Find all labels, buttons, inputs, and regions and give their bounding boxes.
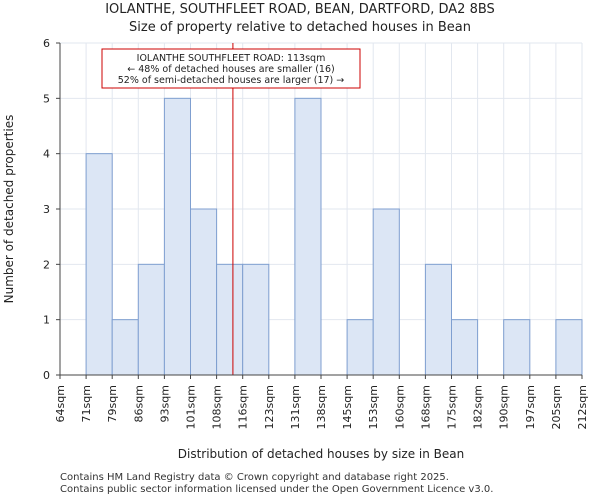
annotation-line-3: 52% of semi-detached houses are larger (… xyxy=(118,75,345,86)
histogram-bar xyxy=(555,319,583,376)
x-tick-label: 168sqm xyxy=(419,385,432,429)
x-tick-label: 79sqm xyxy=(106,385,119,422)
annotation-box: IOLANTHE SOUTHFLEET ROAD: 113sqm ← 48% o… xyxy=(101,48,361,89)
y-tick-label: 0 xyxy=(43,369,50,382)
y-tick-label: 3 xyxy=(43,203,50,216)
x-tick-label: 93sqm xyxy=(158,385,171,422)
histogram-bar xyxy=(294,97,322,376)
histogram-bar xyxy=(451,319,479,376)
annotation-line-1: IOLANTHE SOUTHFLEET ROAD: 113sqm xyxy=(137,53,326,64)
x-tick-label: 64sqm xyxy=(54,385,67,422)
histogram-bar xyxy=(424,263,452,376)
y-axis-label: Number of detached properties xyxy=(2,115,16,304)
y-tick-label: 4 xyxy=(43,148,50,161)
annotation-frame xyxy=(101,48,361,89)
histogram-bar xyxy=(503,319,531,376)
y-tick-label: 5 xyxy=(43,92,50,105)
bar-layer xyxy=(85,97,583,376)
annotation-line-2: ← 48% of detached houses are smaller (16… xyxy=(127,64,334,75)
x-tick-label: 131sqm xyxy=(289,385,302,429)
x-axis-label: Distribution of detached houses by size … xyxy=(178,447,464,461)
x-tick-label: 175sqm xyxy=(446,385,459,429)
footer-copyright: Contains HM Land Registry data © Crown c… xyxy=(60,472,449,483)
x-tick-label: 138sqm xyxy=(315,385,328,429)
chart-title: IOLANTHE, SOUTHFLEET ROAD, BEAN, DARTFOR… xyxy=(105,2,495,17)
histogram-bar xyxy=(346,319,374,376)
x-tick-label: 160sqm xyxy=(393,385,406,429)
y-tick-label: 6 xyxy=(43,37,50,50)
histogram-bar xyxy=(163,97,191,376)
x-tick-label: 116sqm xyxy=(237,385,250,429)
x-tick-label: 212sqm xyxy=(576,385,589,429)
x-tick-label: 86sqm xyxy=(132,385,145,422)
histogram-bar xyxy=(85,153,113,376)
y-tick-label: 2 xyxy=(43,258,50,271)
x-tick-label: 101sqm xyxy=(185,385,198,429)
histogram-bar xyxy=(216,263,244,376)
x-tick-label: 71sqm xyxy=(80,385,93,422)
histogram-bar xyxy=(190,208,218,376)
histogram-bar xyxy=(372,208,400,376)
x-tick-label: 190sqm xyxy=(498,385,511,429)
x-tick-label: 108sqm xyxy=(211,385,224,429)
x-tick-label: 145sqm xyxy=(341,385,354,429)
footer-licence: Contains public sector information licen… xyxy=(60,484,494,495)
y-tick-label: 1 xyxy=(43,314,50,327)
x-tick-label: 153sqm xyxy=(367,385,380,429)
histogram-bar xyxy=(111,319,139,376)
x-tick-label: 205sqm xyxy=(550,385,563,429)
x-tick-label: 182sqm xyxy=(472,385,485,429)
chart-subtitle: Size of property relative to detached ho… xyxy=(129,20,471,35)
histogram-bar xyxy=(242,263,270,376)
x-tick-label: 123sqm xyxy=(263,385,276,429)
x-tick-label: 197sqm xyxy=(524,385,537,429)
axis-layer: 0 1 2 3 4 5 6 64sqm 71sqm 79sqm 86sqm 93sqm 101sqm 10… xyxy=(43,37,589,429)
histogram-bar xyxy=(137,263,165,376)
